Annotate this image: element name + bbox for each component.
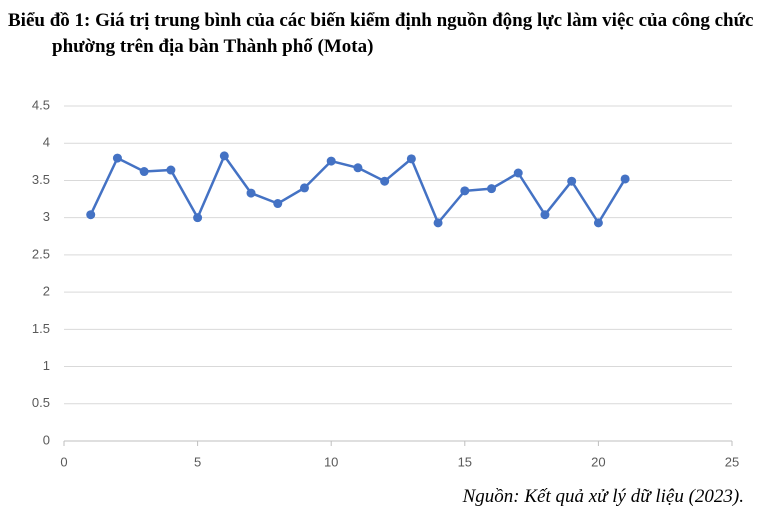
y-tick-label: 2.5 <box>32 246 50 261</box>
data-point <box>380 176 390 186</box>
y-tick-label: 2 <box>43 284 50 299</box>
data-point <box>219 151 229 161</box>
y-tick-label: 3.5 <box>32 172 50 187</box>
data-point <box>193 213 203 223</box>
x-tick-label: 20 <box>591 454 605 469</box>
data-point <box>487 184 497 194</box>
data-point <box>433 218 443 228</box>
y-tick-label: 1 <box>43 358 50 373</box>
y-tick-label: 0 <box>43 432 50 447</box>
chart: 0 0.5 1 1.5 2 2.5 3 3.5 4 4.5 0 5 10 15 20 25 <box>32 97 739 469</box>
data-point <box>540 210 550 220</box>
y-tick-label: 3 <box>43 209 50 224</box>
data-point <box>353 163 363 173</box>
data-point <box>593 218 603 228</box>
x-tick-label: 5 <box>194 454 201 469</box>
y-tick-label: 0.5 <box>32 395 50 410</box>
source-note: Nguồn: Kết quả xử lý dữ liệu (2023). <box>462 486 744 507</box>
data-point <box>326 156 336 166</box>
y-tick-label: 4.5 <box>32 97 50 112</box>
x-tick-label: 25 <box>725 454 739 469</box>
x-tick-label: 0 <box>60 454 67 469</box>
data-point <box>299 183 309 193</box>
x-tick-label: 10 <box>324 454 338 469</box>
data-point <box>460 186 470 196</box>
data-point <box>513 168 523 178</box>
data-point <box>273 199 283 209</box>
data-point <box>112 153 122 163</box>
data-point <box>246 188 256 198</box>
data-point <box>620 174 630 184</box>
data-point <box>166 165 176 175</box>
chart-title: Biểu đồ 1: Giá trị trung bình của các bi… <box>8 10 754 57</box>
x-tick-label: 15 <box>458 454 472 469</box>
data-point <box>406 154 416 164</box>
data-point <box>567 176 577 186</box>
y-tick-label: 1.5 <box>32 321 50 336</box>
y-tick-label: 4 <box>43 135 50 150</box>
data-point <box>86 210 96 220</box>
data-point <box>139 167 149 177</box>
